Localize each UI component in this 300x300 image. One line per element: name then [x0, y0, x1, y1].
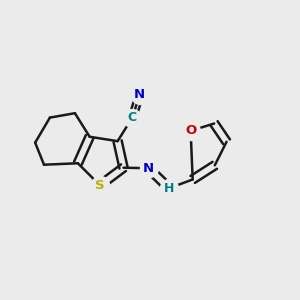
Text: H: H [164, 182, 174, 195]
Text: N: N [134, 88, 145, 101]
Text: O: O [185, 124, 196, 137]
Text: S: S [95, 179, 105, 192]
Text: C: C [128, 111, 137, 124]
Text: N: N [143, 162, 154, 175]
